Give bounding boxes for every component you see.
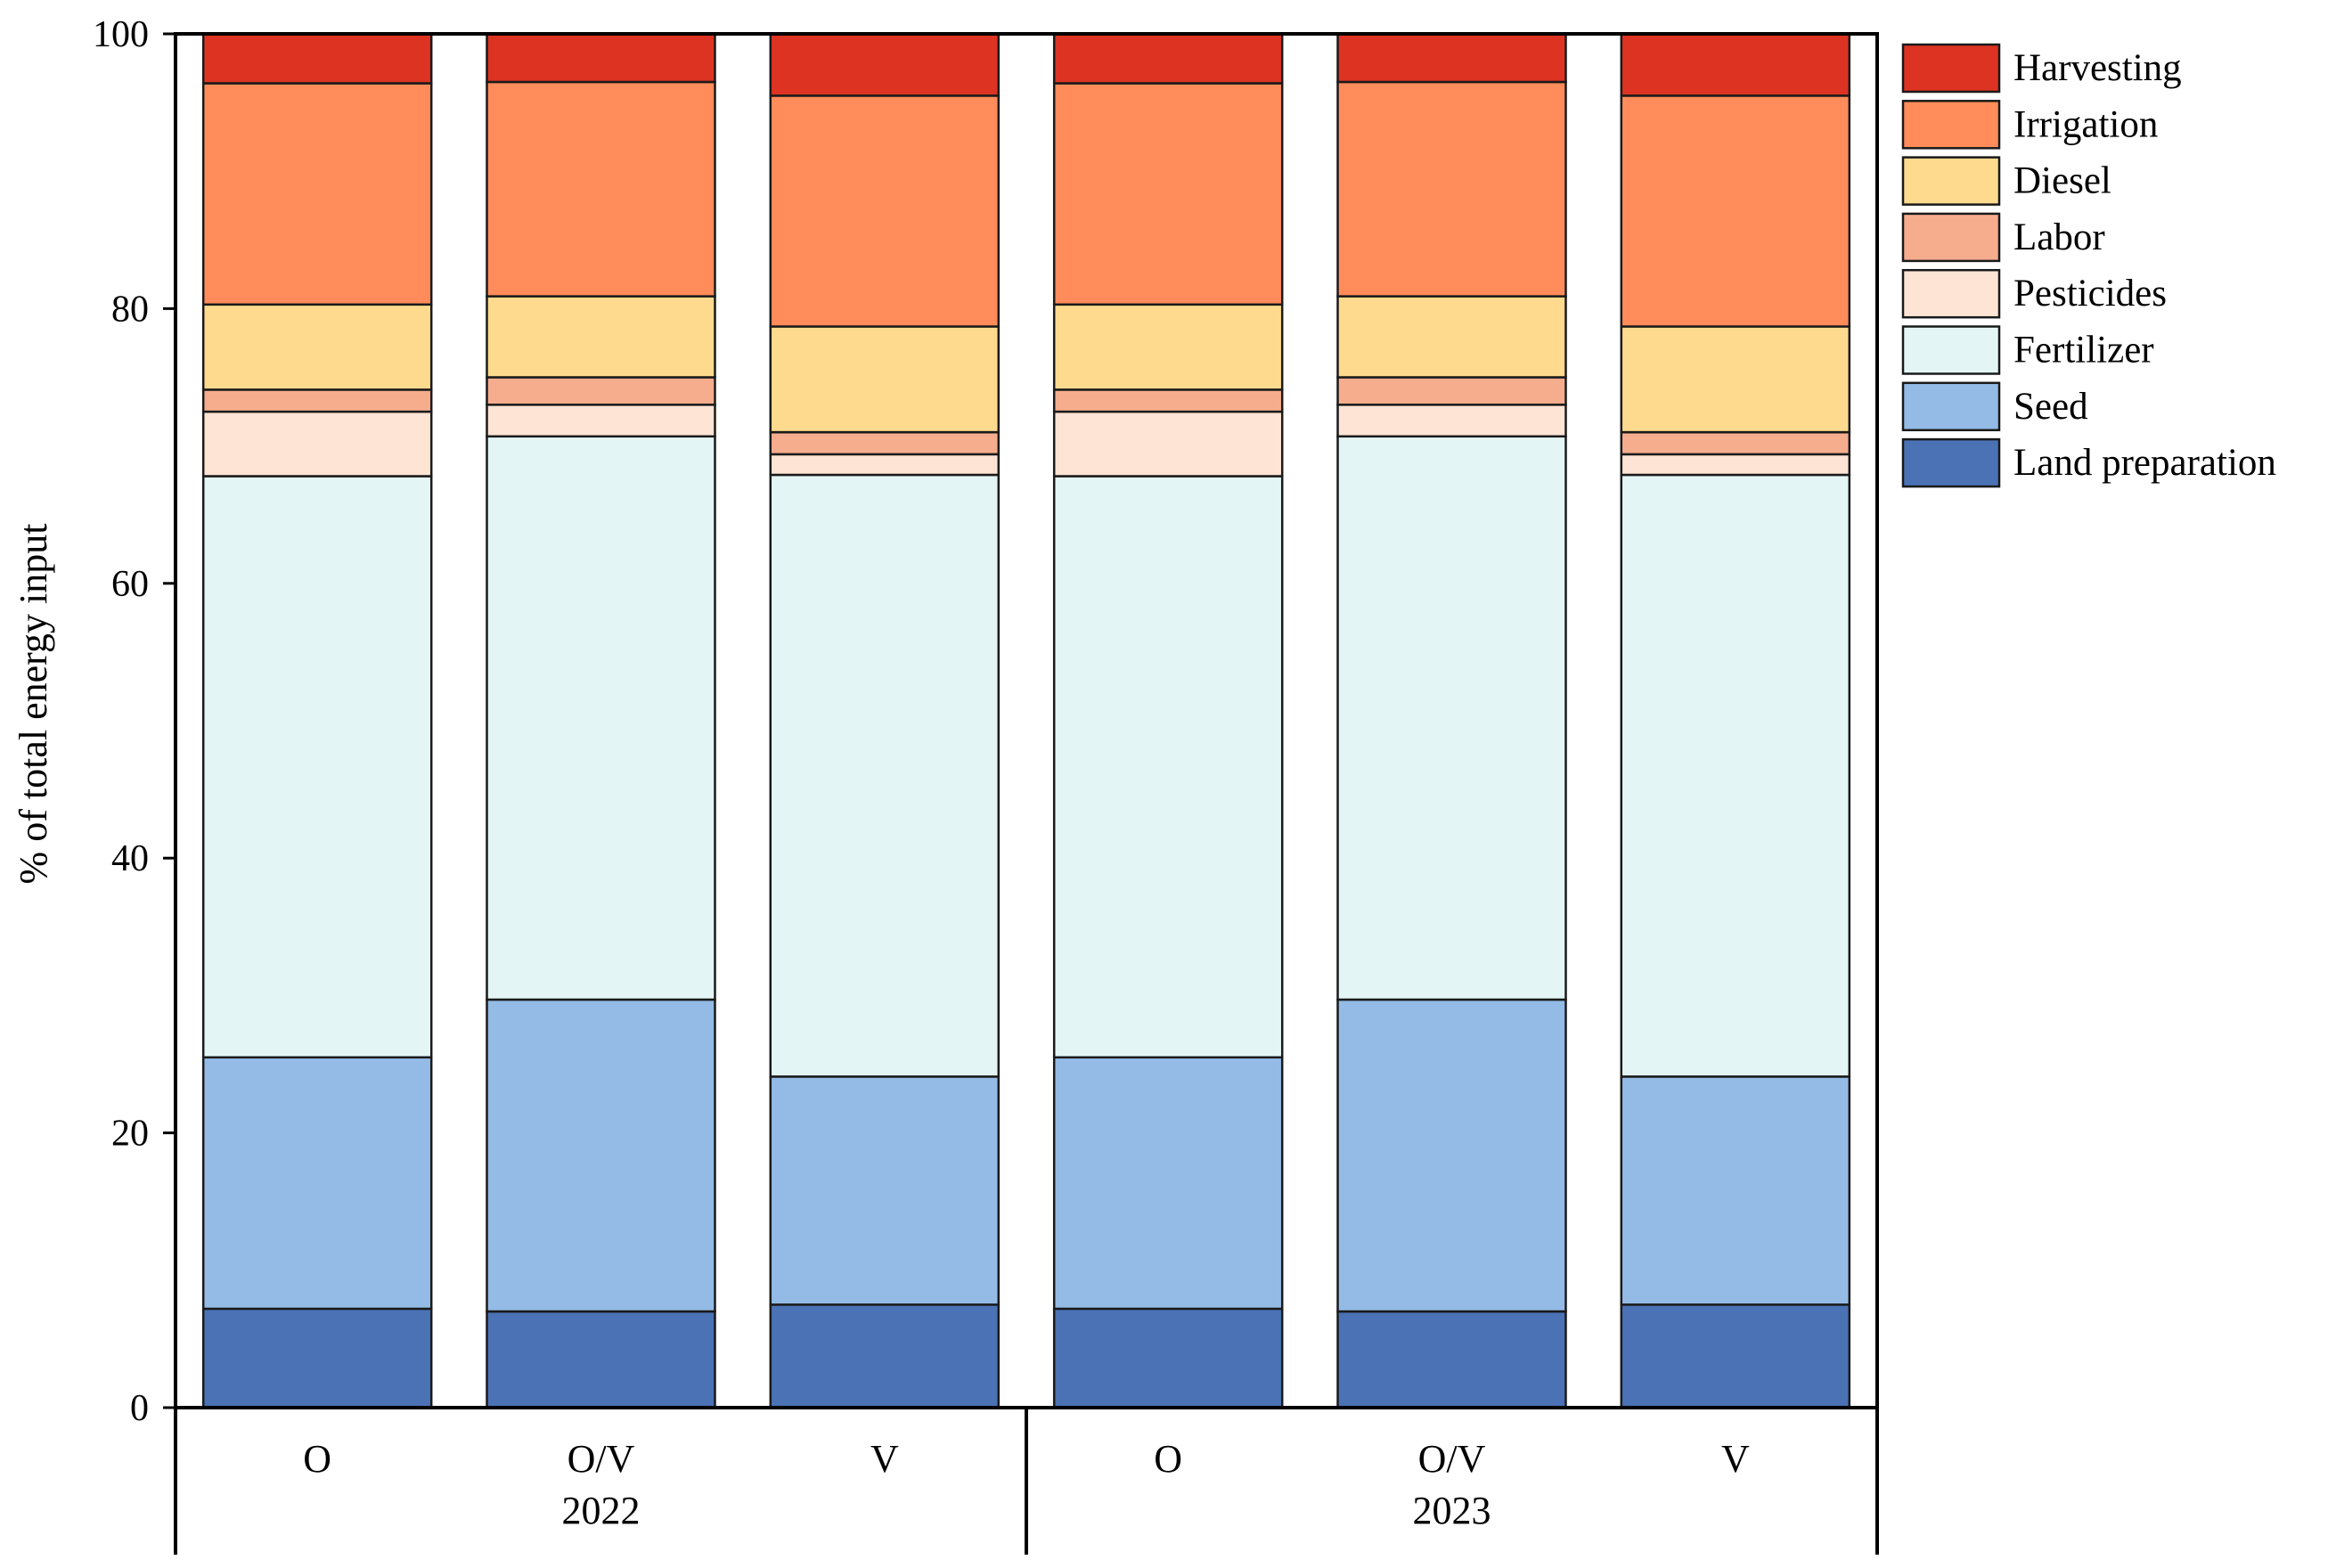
x-group-label: 2022 <box>562 1489 641 1532</box>
bar-segment-pesticides <box>1336 404 1567 438</box>
bar-segment-irrigation <box>1052 82 1284 306</box>
bar-segment-fertilizer <box>1052 475 1284 1059</box>
legend-label: Pesticides <box>2013 273 2167 314</box>
bar-segment-irrigation <box>201 82 433 306</box>
x-category-label: O/V <box>1418 1437 1486 1481</box>
bar-segment-labor <box>1052 388 1284 413</box>
bar-segment-labor <box>201 388 433 413</box>
bar-segment-harvesting <box>1620 32 1851 97</box>
bar-segment-irrigation <box>769 94 1001 328</box>
bar-segment-seed <box>1620 1075 1851 1306</box>
y-tick-label: 60 <box>111 564 149 605</box>
legend-label: Irrigation <box>2013 103 2158 145</box>
bar-segment-land-preparation <box>1052 1307 1284 1409</box>
x-category-label: V <box>870 1437 899 1481</box>
bar-segment-land-preparation <box>1336 1310 1567 1409</box>
legend-swatch-diesel <box>1901 156 2001 206</box>
bar-segment-harvesting <box>486 32 716 84</box>
legend-swatch-land-preparation <box>1901 437 2001 488</box>
legend-label: Seed <box>2013 386 2088 428</box>
bar-segment-pesticides <box>769 453 1001 477</box>
bar-segment-irrigation <box>1336 80 1567 298</box>
bar-segment-labor <box>486 376 716 406</box>
x-category-label: V <box>1721 1437 1750 1481</box>
bar-segment-irrigation <box>486 80 716 298</box>
bar-segment-pesticides <box>1620 453 1851 477</box>
bar-segment-diesel <box>769 325 1001 434</box>
bar-segment-pesticides <box>486 404 716 438</box>
bar-segment-diesel <box>201 303 433 391</box>
y-tick-label: 100 <box>93 14 149 55</box>
legend-swatch-harvesting <box>1901 43 2001 94</box>
y-axis-title: % of total energy input <box>12 524 55 885</box>
legend-label: Harvesting <box>2013 47 2182 89</box>
y-tick-label: 20 <box>111 1114 149 1155</box>
axes: 0 20 40 60 80 100 O O/V V 2022 O O/V V 2023 <box>93 14 1879 1555</box>
legend-label: Fertilizer <box>2013 330 2154 372</box>
bar-segment-fertilizer <box>201 475 433 1059</box>
bar-segment-labor <box>769 430 1001 456</box>
bar-segment-seed <box>486 998 716 1313</box>
y-tick-label: 80 <box>111 289 149 330</box>
bar-segment-fertilizer <box>486 435 716 1001</box>
legend-swatch-irrigation <box>1901 100 2001 150</box>
legend: Harvesting Irrigation Diesel Labor Pesticide… <box>1901 43 2276 488</box>
legend-swatch-fertilizer <box>1901 325 2001 375</box>
bar-segment-seed <box>1336 998 1567 1313</box>
bar-segment-fertilizer <box>769 473 1001 1078</box>
bar-segment-pesticides <box>1052 410 1284 478</box>
bar-segment-land-preparation <box>769 1303 1001 1409</box>
legend-label: Diesel <box>2013 160 2111 202</box>
bar-segment-diesel <box>1620 325 1851 434</box>
legend-swatch-seed <box>1901 381 2001 432</box>
bar-segment-harvesting <box>1336 32 1567 84</box>
bar-segment-diesel <box>486 295 716 379</box>
y-tick-label: 0 <box>130 1388 149 1429</box>
legend-swatch-pesticides <box>1901 268 2001 319</box>
bar-segment-labor <box>1336 376 1567 406</box>
legend-label: Labor <box>2013 216 2105 258</box>
legend-swatch-labor <box>1901 212 2001 263</box>
x-group-label: 2023 <box>1413 1489 1491 1532</box>
x-category-label: O <box>303 1437 331 1481</box>
legend-label: Land preparation <box>2013 442 2276 484</box>
bar-segment-diesel <box>1052 303 1284 391</box>
x-category-label: O <box>1154 1437 1182 1481</box>
bar-segment-seed <box>1052 1056 1284 1311</box>
bar-segment-irrigation <box>1620 94 1851 328</box>
bar-segment-harvesting <box>201 32 433 85</box>
bar-segment-seed <box>769 1075 1001 1306</box>
bar-segment-fertilizer <box>1336 435 1567 1001</box>
bar-segment-diesel <box>1336 295 1567 379</box>
bar-segment-fertilizer <box>1620 473 1851 1078</box>
bar-segment-land-preparation <box>201 1307 433 1409</box>
bar-segment-land-preparation <box>486 1310 716 1409</box>
x-category-label: O/V <box>568 1437 635 1481</box>
bar-segment-labor <box>1620 430 1851 456</box>
y-tick-label: 40 <box>111 838 149 879</box>
bar-segment-harvesting <box>769 32 1001 97</box>
plot-area <box>201 32 1851 1409</box>
bar-segment-land-preparation <box>1620 1303 1851 1409</box>
bar-segment-pesticides <box>201 410 433 478</box>
bar-segment-harvesting <box>1052 32 1284 85</box>
bar-segment-seed <box>201 1056 433 1311</box>
